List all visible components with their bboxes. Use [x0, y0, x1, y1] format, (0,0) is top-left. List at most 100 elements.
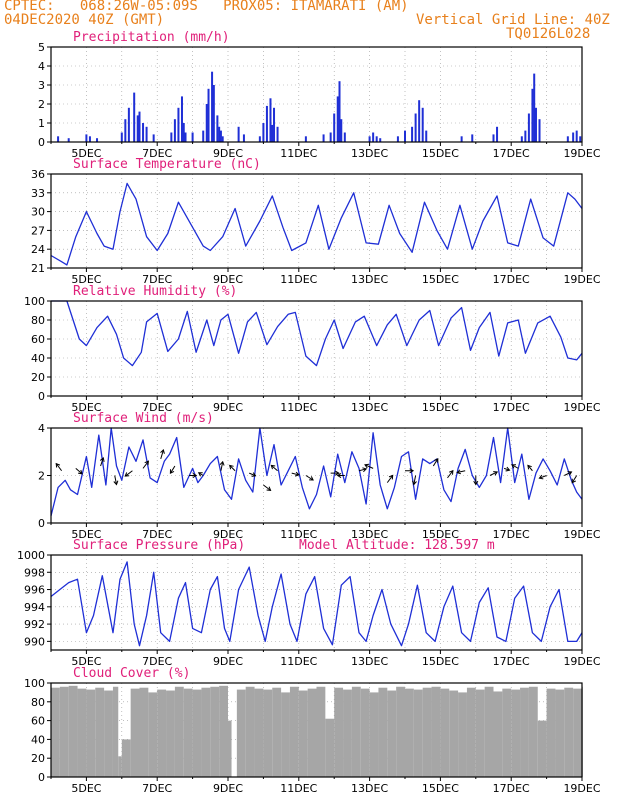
wind-vector-head — [336, 472, 342, 479]
cloud-bar — [219, 685, 228, 777]
panel-frame — [50, 300, 583, 397]
cloud-bar — [475, 689, 485, 777]
wind-vector-head — [456, 469, 462, 475]
cloud-bar — [201, 687, 211, 777]
y-tick-label: 2 — [38, 98, 45, 111]
panel-frame — [50, 46, 583, 143]
precip-bar — [304, 136, 307, 142]
x-tick-label: 15DEC — [422, 147, 459, 160]
y-tick-label: 2 — [38, 470, 45, 483]
precip-bar — [418, 100, 421, 142]
wind-vector — [564, 471, 572, 476]
precip-bar — [221, 136, 224, 142]
x-tick-label: 5DEC — [71, 147, 101, 160]
cloud-bar — [405, 688, 414, 777]
precip-bar — [124, 119, 127, 142]
cloud-bar — [351, 686, 361, 777]
header-model-id: TQ0126L028 — [506, 26, 591, 42]
x-tick-label: 15DEC — [422, 782, 459, 795]
wind-vector — [305, 475, 314, 481]
y-tick-label: 998 — [24, 566, 45, 579]
x-tick-label: 5DEC — [71, 655, 101, 668]
cloud-bar — [546, 688, 556, 777]
x-tick-label: 19DEC — [563, 147, 600, 160]
x-tick-label: 11DEC — [280, 528, 317, 541]
wind-vector — [364, 464, 374, 469]
precip-bar — [276, 126, 279, 142]
wind-vector — [100, 457, 104, 467]
wind-vector-head — [229, 464, 234, 470]
cloud-bar — [528, 686, 538, 777]
cloud-bar — [148, 692, 158, 777]
x-tick-label: 13DEC — [351, 273, 388, 286]
panel-title: Precipitation (mm/h) — [73, 30, 230, 45]
precip-bar — [127, 107, 130, 142]
wind-vector-head — [571, 478, 577, 484]
y-tick-label: 21 — [31, 262, 45, 275]
precip-bar — [460, 136, 463, 142]
x-tick-label: 7DEC — [142, 528, 172, 541]
wind-vector-head — [567, 471, 573, 476]
precip-bar — [336, 96, 339, 142]
y-tick-label: 27 — [31, 224, 45, 237]
wind-vector-head — [473, 480, 479, 486]
x-tick-label: 15DEC — [422, 401, 459, 414]
header-line1: CPTEC: 068:26W-05:09S PROX05: ITAMARATI … — [4, 0, 409, 14]
x-tick-label: 9DEC — [213, 782, 243, 795]
cloud-bar — [118, 756, 122, 777]
panel-3: 0 20 40 60 80 100 5DEC 7DEC 9DEC 11DEC 13DEC 15DEC 1… — [24, 284, 601, 414]
precip-bar — [57, 136, 60, 142]
wind-vector-head — [266, 486, 272, 491]
y-tick-label: 1 — [38, 117, 45, 130]
cloud-bar — [121, 739, 131, 777]
y-tick-label: 60 — [31, 715, 45, 728]
wind-vector-head — [538, 474, 544, 480]
wind-vector-head — [493, 471, 499, 476]
wind-vector — [358, 468, 367, 472]
cloud-bar — [245, 686, 255, 777]
precip-bar — [142, 123, 145, 142]
cloud-bar — [51, 687, 60, 777]
cloud-bar — [440, 688, 450, 777]
x-tick-label: 19DEC — [563, 401, 600, 414]
wind-vector — [489, 471, 498, 476]
wind-vector — [291, 472, 300, 476]
cloud-bar — [210, 686, 220, 777]
precip-bar — [343, 132, 346, 142]
x-tick-label: 7DEC — [142, 147, 172, 160]
precip-bar — [133, 92, 136, 142]
precip-bar — [152, 134, 155, 142]
x-tick-label: 5DEC — [71, 401, 101, 414]
precip-bar — [372, 132, 375, 142]
x-tick-label: 15DEC — [422, 528, 459, 541]
cloud-bar — [431, 686, 441, 777]
precip-bar — [579, 136, 582, 142]
precip-bar — [414, 113, 417, 142]
x-tick-label: 7DEC — [142, 655, 172, 668]
y-tick-label: 0 — [38, 771, 45, 784]
x-tick-label: 9DEC — [213, 147, 243, 160]
wind-vector — [527, 465, 533, 472]
cloud-bar — [68, 685, 78, 777]
y-tick-label: 994 — [24, 601, 45, 614]
precip-bar — [216, 115, 219, 142]
panel-title: Relative Humidity (%) — [73, 284, 237, 299]
precip-bar — [202, 130, 205, 142]
wind-vector — [511, 464, 519, 469]
x-tick-label: 9DEC — [213, 401, 243, 414]
panel-title: Cloud Cover (%) — [73, 666, 190, 681]
panel-1: 0 1 2 3 4 5 5DEC 7DEC 9DEC 11DEC 13DEC 15DEC 17DEC 19… — [38, 30, 601, 160]
precip-bar — [404, 130, 406, 142]
series-line — [50, 427, 583, 517]
cloud-bar — [564, 687, 574, 777]
wind-vector — [386, 475, 394, 483]
cloud-bar — [192, 689, 202, 777]
y-tick-label: 0 — [38, 390, 45, 403]
cloud-bar — [254, 688, 264, 777]
precip-bar — [340, 119, 343, 142]
cloud-bar — [511, 689, 521, 777]
precip-bar — [120, 132, 123, 142]
wind-vector-head — [124, 472, 130, 477]
precip-bar — [173, 119, 176, 142]
